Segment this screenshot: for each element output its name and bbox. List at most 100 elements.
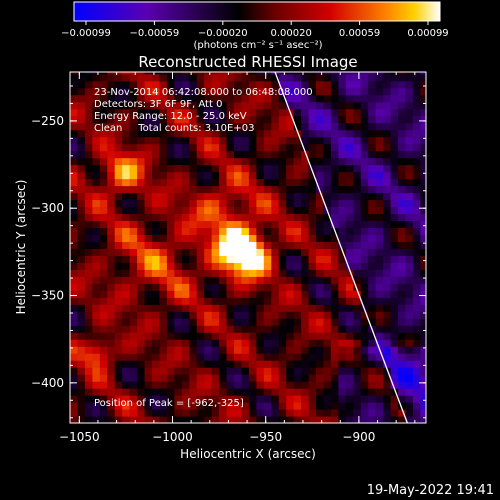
- heatmap-cell: [129, 178, 138, 187]
- heatmap-cell: [293, 157, 302, 166]
- heatmap-cell: [174, 220, 183, 229]
- heatmap-cell: [159, 80, 168, 89]
- heatmap-cell: [99, 297, 108, 305]
- heatmap-cell: [316, 248, 325, 256]
- heatmap-cell: [166, 290, 175, 298]
- heatmap-cell: [204, 227, 213, 236]
- heatmap-cell: [241, 325, 250, 333]
- heatmap-cell: [84, 206, 93, 215]
- heatmap-cell: [420, 206, 426, 215]
- heatmap-cell: [241, 416, 250, 423]
- heatmap-cell: [144, 220, 153, 229]
- heatmap-cell: [107, 374, 116, 382]
- heatmap-cell: [152, 73, 161, 82]
- heatmap-cell: [330, 402, 339, 410]
- heatmap-cell: [353, 192, 362, 201]
- heatmap-cell: [84, 73, 93, 82]
- heatmap-cell: [405, 360, 414, 368]
- heatmap-cell: [211, 73, 220, 82]
- heatmap-cell: [248, 108, 257, 117]
- heatmap-cell: [159, 213, 168, 222]
- heatmap-cell: [204, 122, 213, 131]
- heatmap-cell: [211, 262, 220, 270]
- heatmap-cell: [248, 283, 257, 291]
- heatmap-cell: [99, 72, 108, 75]
- heatmap-cell: [70, 129, 79, 138]
- heatmap-cell: [405, 269, 414, 277]
- heatmap-cell: [383, 206, 392, 215]
- heatmap-cell: [189, 360, 198, 368]
- heatmap-cell: [144, 150, 153, 159]
- heatmap-cell: [122, 290, 131, 298]
- heatmap-cell: [383, 94, 392, 103]
- heatmap-cell: [286, 332, 295, 340]
- heatmap-cell: [92, 311, 101, 319]
- heatmap-cell: [204, 262, 213, 270]
- heatmap-cell: [181, 122, 190, 131]
- heatmap-cell: [77, 143, 86, 152]
- heatmap-cell: [152, 234, 161, 242]
- heatmap-cell: [383, 227, 392, 236]
- heatmap-cell: [368, 381, 377, 389]
- heatmap-cell: [338, 164, 347, 173]
- heatmap-cell: [383, 402, 392, 410]
- heatmap-cell: [152, 276, 161, 284]
- heatmap-cell: [137, 416, 146, 423]
- heatmap-cell: [420, 192, 426, 201]
- heatmap-cell: [308, 297, 317, 305]
- heatmap-cell: [405, 353, 414, 361]
- heatmap-cell: [353, 87, 362, 96]
- heatmap-cell: [286, 290, 295, 298]
- heatmap-cell: [323, 115, 332, 124]
- heatmap-cell: [293, 416, 302, 423]
- heatmap-cell: [301, 227, 310, 236]
- heatmap-cell: [219, 262, 228, 270]
- heatmap-cell: [122, 416, 131, 423]
- heatmap-cell: [398, 367, 407, 375]
- heatmap-cell: [226, 297, 235, 305]
- heatmap-cell: [241, 409, 250, 417]
- heatmap-cell: [70, 353, 79, 361]
- heatmap-cell: [338, 192, 347, 201]
- heatmap-cell: [226, 332, 235, 340]
- heatmap-cell: [137, 136, 146, 145]
- heatmap-cell: [159, 325, 168, 333]
- heatmap-cell: [360, 241, 369, 249]
- heatmap-cell: [293, 395, 302, 403]
- heatmap-cell: [412, 72, 422, 75]
- heatmap-cell: [159, 395, 168, 403]
- heatmap-cell: [412, 388, 422, 396]
- heatmap-cell: [92, 395, 101, 403]
- heatmap-cell: [204, 199, 213, 208]
- heatmap-cell: [360, 283, 369, 291]
- heatmap-cell: [420, 178, 426, 187]
- heatmap-cell: [77, 227, 86, 236]
- heatmap-cell: [84, 269, 93, 277]
- heatmap-cell: [316, 402, 325, 410]
- heatmap-cell: [241, 339, 250, 347]
- heatmap-cell: [301, 388, 310, 396]
- heatmap-cell: [383, 388, 392, 396]
- heatmap-cell: [420, 325, 426, 333]
- heatmap-cell: [99, 220, 108, 229]
- heatmap-cell: [263, 80, 272, 89]
- heatmap-cell: [226, 262, 235, 270]
- heatmap-cell: [159, 416, 168, 423]
- heatmap-cell: [375, 318, 384, 326]
- heatmap-cell: [211, 269, 220, 277]
- heatmap-cell: [412, 367, 422, 375]
- heatmap-cell: [308, 213, 317, 222]
- heatmap-cell: [181, 304, 190, 312]
- heatmap-cell: [174, 290, 183, 298]
- heatmap-cell: [360, 290, 369, 298]
- heatmap-cell: [189, 136, 198, 145]
- heatmap-cell: [301, 381, 310, 389]
- heatmap-cell: [159, 122, 168, 131]
- heatmap-cell: [308, 388, 317, 396]
- heatmap-cell: [181, 255, 190, 263]
- heatmap-cell: [360, 171, 369, 180]
- heatmap-cell: [293, 87, 302, 96]
- heatmap-cell: [241, 73, 250, 82]
- heatmap-cell: [398, 269, 407, 277]
- heatmap-cell: [129, 283, 138, 291]
